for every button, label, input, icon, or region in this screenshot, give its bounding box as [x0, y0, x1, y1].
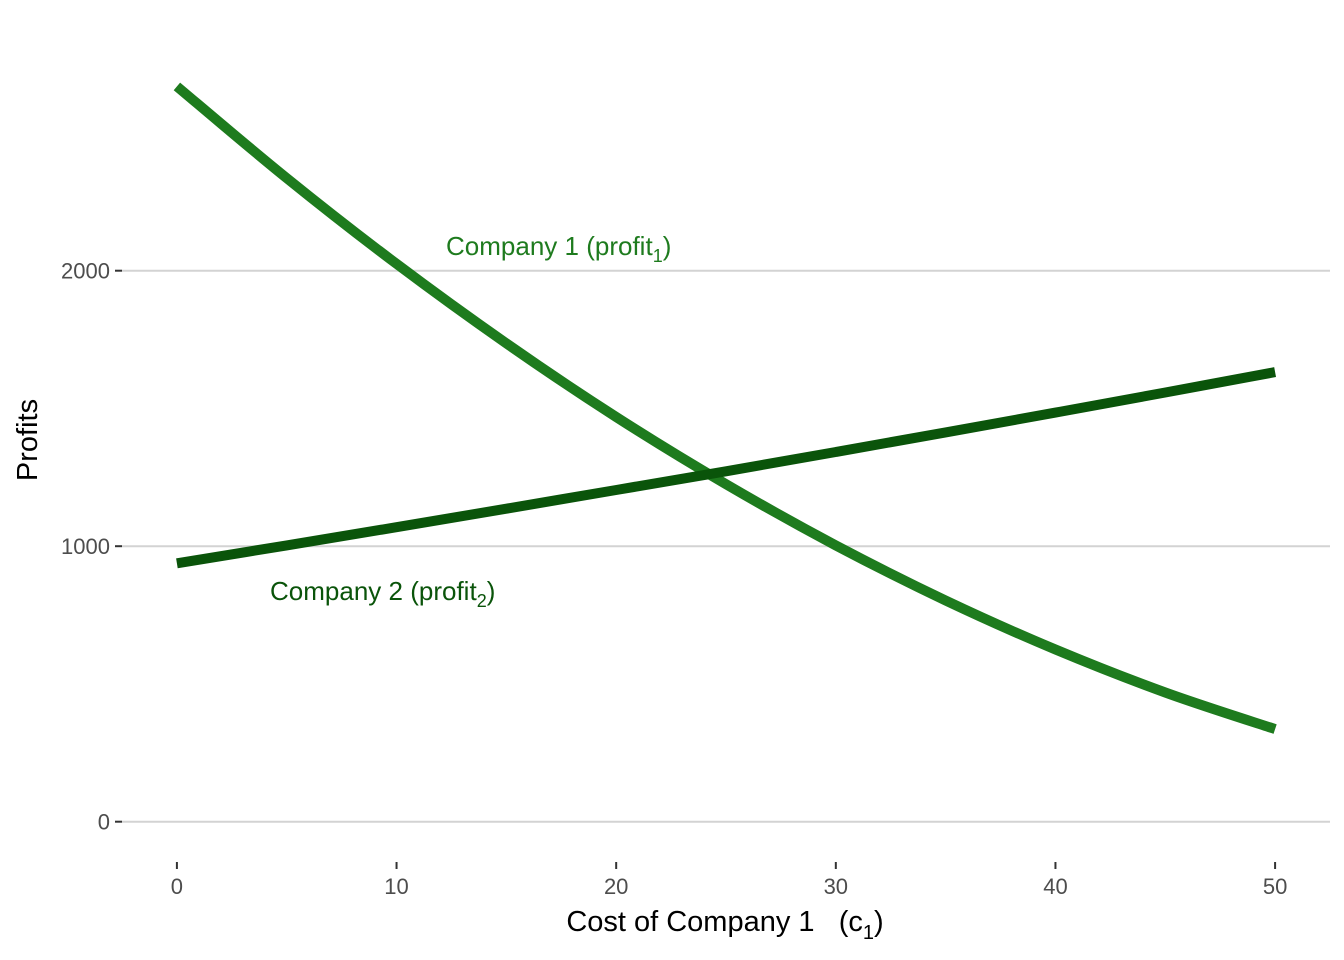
series-label-company-2: Company 2 (profit2)	[270, 576, 495, 611]
series-line-company-2	[176, 367, 1277, 569]
x-tick-label-40: 40	[1043, 874, 1067, 899]
x-axis-title-text: Cost of Company 1	[566, 906, 814, 938]
y-axis-title: Profits	[12, 399, 44, 481]
series-label-company-1-paren: profit	[595, 231, 654, 261]
x-tick-label-20: 20	[604, 874, 628, 899]
x-tick-label-50: 50	[1263, 874, 1287, 899]
series-line-company-1	[173, 82, 1277, 734]
series-label-company-2-name: Company 2	[270, 576, 403, 606]
x-tick-label-0: 0	[171, 874, 183, 899]
y-tick-label-2000: 2000	[61, 259, 110, 284]
x-axis-title-symbol: c	[848, 906, 863, 938]
x-axis-title: Cost of Company 1 (c1)	[566, 906, 883, 944]
axis-ticks: 0 1000 2000 0 10 20 30 40 50	[61, 259, 1287, 899]
x-tick-label-10: 10	[384, 874, 408, 899]
series-label-company-1: Company 1 (profit1)	[446, 231, 671, 266]
y-tick-label-1000: 1000	[61, 534, 110, 559]
series-label-company-2-paren: profit	[419, 576, 478, 606]
x-axis-title-subscript: 1	[863, 922, 874, 944]
series-label-company-2-subscript: 2	[477, 591, 487, 611]
series-label-company-1-name: Company 1	[446, 231, 579, 261]
x-tick-label-30: 30	[824, 874, 848, 899]
grid	[122, 269, 1330, 823]
series-label-company-1-subscript: 1	[653, 246, 663, 266]
y-tick-label-0: 0	[98, 810, 110, 835]
series-lines	[173, 82, 1277, 734]
